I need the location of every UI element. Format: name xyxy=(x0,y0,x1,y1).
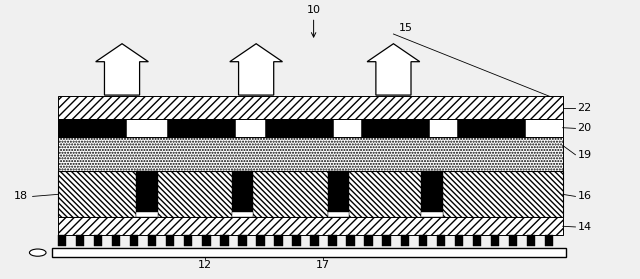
Text: 10: 10 xyxy=(307,5,321,15)
Text: 18: 18 xyxy=(14,191,28,201)
Bar xyxy=(58,217,563,235)
Bar xyxy=(52,248,566,258)
Bar xyxy=(136,171,157,217)
Bar xyxy=(328,212,349,217)
Bar xyxy=(131,235,138,246)
Bar xyxy=(383,235,390,246)
FancyArrow shape xyxy=(96,44,148,95)
Bar xyxy=(238,235,246,246)
Bar xyxy=(112,235,120,246)
Bar xyxy=(232,171,253,217)
Bar xyxy=(457,119,525,137)
Bar xyxy=(328,235,337,246)
Bar xyxy=(545,235,553,246)
Bar xyxy=(220,235,228,246)
Bar xyxy=(265,119,333,137)
Text: 20: 20 xyxy=(577,123,591,133)
Bar xyxy=(58,119,126,137)
Bar xyxy=(58,235,67,246)
Bar xyxy=(361,119,429,137)
Text: 16: 16 xyxy=(577,191,591,201)
FancyArrow shape xyxy=(230,44,282,95)
Text: 14: 14 xyxy=(577,222,591,232)
Bar xyxy=(421,212,443,217)
Bar xyxy=(257,235,264,246)
Text: 19: 19 xyxy=(577,150,591,160)
Bar xyxy=(232,212,253,217)
Bar xyxy=(310,235,319,246)
Bar xyxy=(421,171,443,217)
Bar xyxy=(472,235,481,246)
Bar xyxy=(292,235,301,246)
Bar xyxy=(346,235,355,246)
Circle shape xyxy=(29,249,46,256)
Bar xyxy=(401,235,409,246)
Bar xyxy=(419,235,427,246)
Bar xyxy=(184,235,193,246)
Bar xyxy=(58,171,563,217)
Bar xyxy=(136,212,157,217)
Bar xyxy=(328,171,349,217)
Bar xyxy=(58,137,563,171)
Text: 15: 15 xyxy=(399,23,413,33)
Bar xyxy=(364,235,372,246)
Bar xyxy=(94,235,102,246)
Bar xyxy=(491,235,499,246)
Bar xyxy=(527,235,535,246)
Text: 17: 17 xyxy=(316,260,330,270)
Bar xyxy=(454,235,463,246)
Bar xyxy=(166,119,235,137)
Bar xyxy=(148,235,156,246)
Bar xyxy=(509,235,517,246)
Bar xyxy=(166,235,175,246)
Bar xyxy=(275,235,283,246)
FancyArrow shape xyxy=(367,44,420,95)
Text: 22: 22 xyxy=(577,103,591,112)
Bar xyxy=(76,235,84,246)
Bar xyxy=(58,119,563,137)
Text: 12: 12 xyxy=(198,260,212,270)
Bar xyxy=(58,97,563,119)
Bar xyxy=(202,235,211,246)
Bar xyxy=(436,235,445,246)
